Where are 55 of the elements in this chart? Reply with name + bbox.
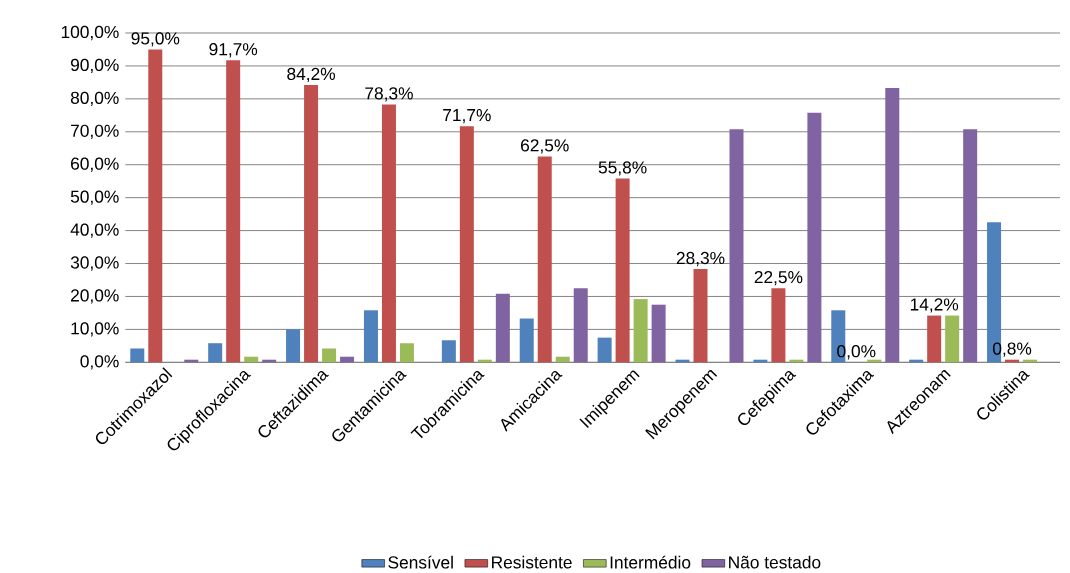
bar — [441, 340, 456, 363]
bar — [286, 329, 301, 363]
bar — [304, 85, 319, 363]
bar — [693, 269, 708, 363]
bar — [729, 129, 744, 363]
bar — [519, 318, 534, 363]
data-label: 91,7% — [209, 43, 258, 58]
data-label: 78,3% — [365, 87, 413, 102]
bar — [363, 310, 378, 363]
bar — [771, 288, 786, 363]
bar — [226, 60, 241, 363]
bar — [573, 288, 588, 363]
bar — [244, 356, 259, 363]
y-tick-label: 80,0% — [70, 91, 119, 107]
bar — [597, 337, 612, 363]
y-tick-label: 20,0% — [71, 289, 119, 304]
legend-label: Intermédio — [610, 555, 691, 569]
y-tick-label: 100,0% — [61, 25, 119, 41]
data-label: 84,2% — [287, 67, 336, 83]
y-tick-label: 10,0% — [71, 322, 119, 337]
bar — [340, 356, 355, 363]
data-label: 62,5% — [521, 139, 569, 154]
y-tick-label: 50,0% — [70, 190, 119, 205]
y-tick-label: 60,0% — [71, 157, 119, 172]
bar — [399, 343, 414, 363]
data-label: 71,7% — [443, 109, 491, 124]
legend-label: Resistente — [492, 555, 572, 569]
data-label: 28,3% — [676, 251, 725, 267]
bar — [615, 178, 630, 363]
bar — [381, 104, 396, 363]
bar — [945, 315, 960, 363]
bar — [130, 348, 145, 363]
bar — [807, 112, 822, 363]
bar — [885, 87, 900, 363]
legend-label: Não testado — [729, 555, 821, 569]
y-tick-label: 70,0% — [71, 124, 119, 139]
y-tick-label: 90,0% — [70, 58, 119, 74]
data-label: 95,0% — [131, 32, 180, 47]
bar — [927, 315, 942, 363]
data-label: 14,2% — [910, 298, 959, 313]
bar — [148, 49, 163, 363]
bar — [459, 126, 474, 363]
bar — [208, 343, 223, 363]
y-tick-label: 30,0% — [70, 256, 119, 271]
y-tick-label: 40,0% — [70, 223, 119, 238]
bar — [555, 356, 570, 363]
data-label: 55,8% — [598, 161, 647, 176]
legend-label: Sensível — [388, 555, 453, 569]
bar — [322, 348, 337, 363]
bar — [495, 293, 510, 363]
bar — [633, 299, 648, 363]
bar — [537, 156, 552, 363]
bar — [963, 129, 978, 363]
data-label: 22,5% — [754, 270, 803, 286]
bar — [651, 304, 666, 363]
